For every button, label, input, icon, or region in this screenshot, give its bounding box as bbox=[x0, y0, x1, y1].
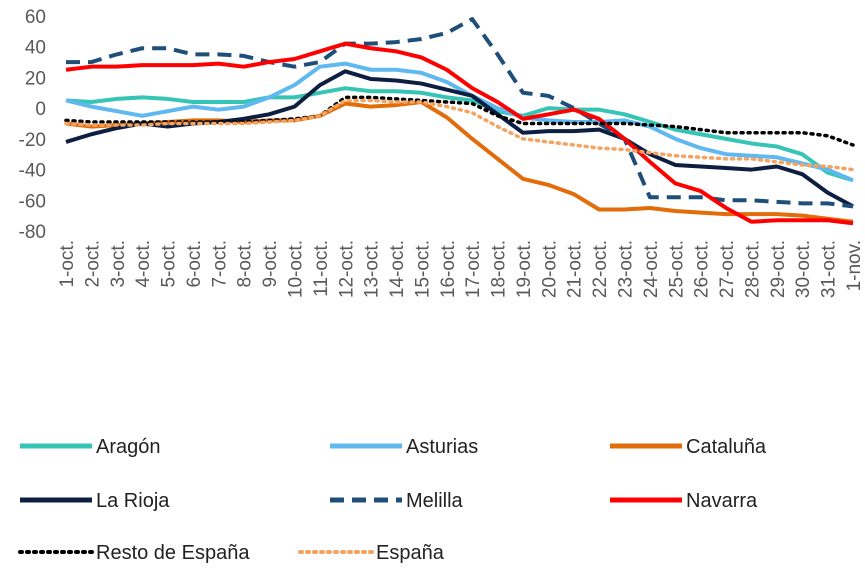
x-tick-label: 18-oct. bbox=[489, 240, 510, 298]
x-tick-label: 17-oct. bbox=[463, 240, 484, 298]
x-tick-label: 29-oct. bbox=[768, 240, 789, 298]
x-tick-label: 15-oct. bbox=[412, 240, 433, 298]
legend-label: Asturias bbox=[406, 436, 478, 458]
x-tick-label: 4-oct. bbox=[133, 240, 154, 288]
x-tick-label: 1-nov. bbox=[844, 240, 865, 291]
x-tick-label: 19-oct. bbox=[514, 240, 535, 298]
line bbox=[65, 61, 854, 183]
x-tick-label: 11-oct. bbox=[311, 240, 332, 297]
x-tick-label: 3-oct. bbox=[108, 240, 129, 288]
line bbox=[65, 86, 854, 183]
legend-label: Melilla bbox=[406, 490, 464, 512]
y-tick-label: -40 bbox=[19, 161, 46, 182]
x-tick-label: 20-oct. bbox=[539, 240, 560, 298]
y-tick-label: -20 bbox=[19, 130, 46, 151]
x-tick-label: 25-oct. bbox=[666, 240, 687, 298]
line bbox=[64, 95, 855, 147]
legend-label: Navarra bbox=[686, 490, 758, 512]
y-tick-label: -60 bbox=[19, 191, 46, 212]
x-tick-label: 26-oct. bbox=[692, 240, 713, 298]
legend-label: La Rioja bbox=[96, 490, 170, 512]
x-tick-label: 30-oct. bbox=[793, 240, 814, 298]
x-tick-label: 1-oct. bbox=[57, 240, 78, 288]
legend-label: Resto de España bbox=[96, 542, 250, 564]
y-tick-label: 40 bbox=[25, 38, 46, 59]
x-tick-label: 14-oct. bbox=[387, 240, 408, 298]
line bbox=[65, 69, 854, 209]
line bbox=[66, 17, 854, 209]
x-tick-label: 31-oct. bbox=[819, 240, 840, 298]
x-tick-label: 6-oct. bbox=[184, 240, 205, 288]
x-tick-label: 7-oct. bbox=[209, 240, 230, 288]
line bbox=[65, 41, 854, 226]
x-tick-label: 27-oct. bbox=[717, 240, 738, 298]
legend-label: Cataluña bbox=[686, 436, 767, 458]
x-tick-label: 13-oct. bbox=[362, 240, 383, 298]
x-tick-label: 5-oct. bbox=[159, 240, 180, 288]
x-tick-label: 9-oct. bbox=[260, 240, 281, 288]
y-tick-label: 20 bbox=[25, 68, 46, 89]
x-tick-label: 23-oct. bbox=[616, 240, 637, 298]
line bbox=[65, 100, 854, 224]
x-tick-label: 24-oct. bbox=[641, 240, 662, 298]
x-tick-label: 8-oct. bbox=[235, 240, 256, 288]
line bbox=[64, 98, 855, 172]
x-tick-label: 21-oct. bbox=[565, 240, 586, 298]
y-tick-label: -80 bbox=[19, 222, 46, 243]
legend-label: Aragón bbox=[96, 436, 161, 458]
y-tick-label: 60 bbox=[25, 7, 46, 28]
x-tick-label: 28-oct. bbox=[742, 240, 763, 298]
legend-label: España bbox=[376, 542, 445, 564]
x-tick-label: 12-oct. bbox=[336, 240, 357, 298]
x-tick-label: 2-oct. bbox=[82, 240, 103, 288]
x-tick-label: 16-oct. bbox=[438, 240, 459, 298]
x-tick-label: 10-oct. bbox=[285, 240, 306, 298]
x-tick-label: 22-oct. bbox=[590, 240, 611, 298]
y-tick-label: 0 bbox=[35, 99, 46, 120]
